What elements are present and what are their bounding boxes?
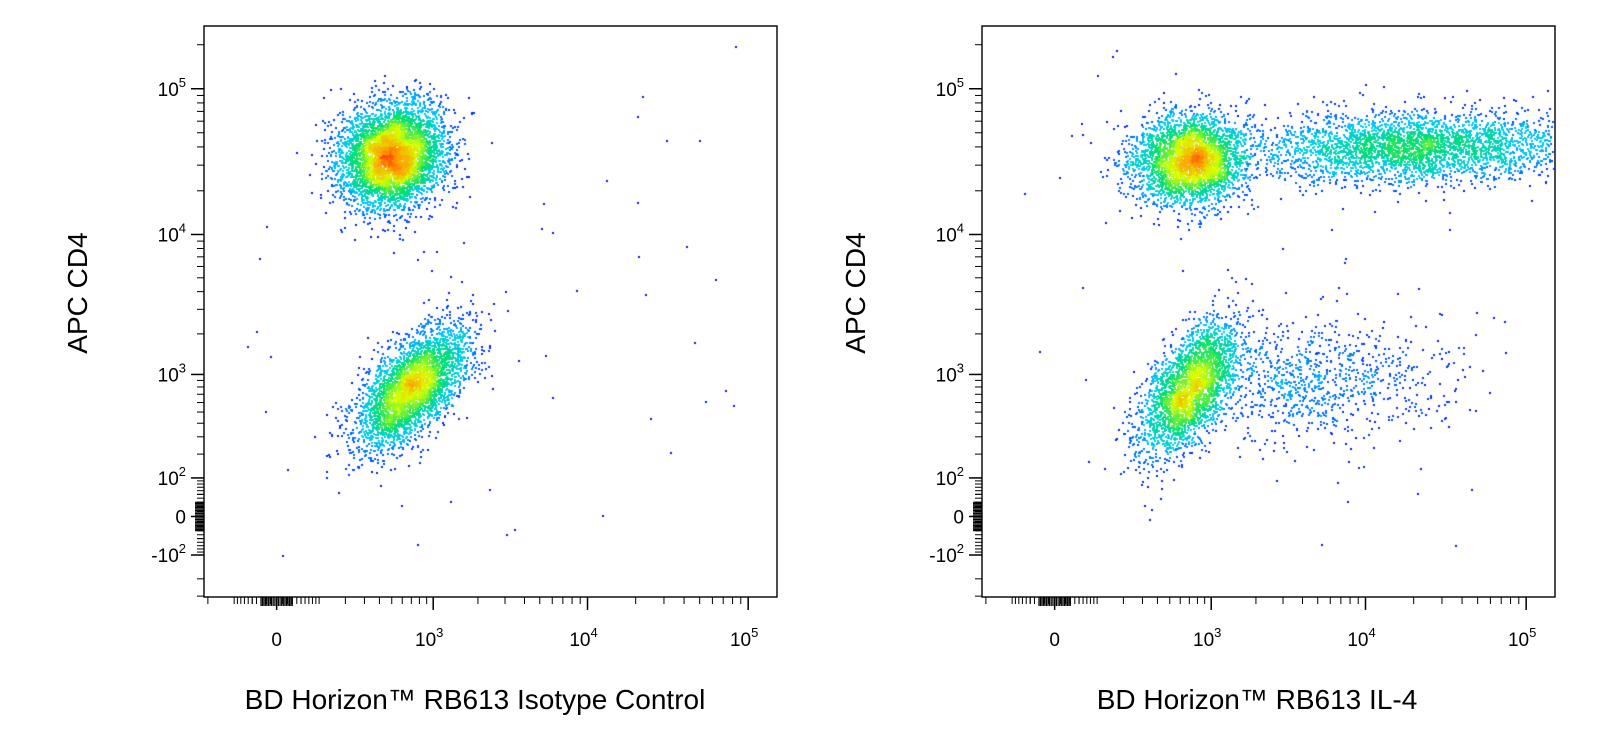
right-x-ticks <box>985 597 1527 610</box>
y-tick-label: 105 <box>158 75 186 101</box>
y-tick-label: 102 <box>158 464 186 490</box>
x-tick-label: 0 <box>1049 630 1060 651</box>
x-tick-label: 104 <box>569 625 597 651</box>
y-tick-label: 104 <box>936 220 964 246</box>
y-tick-label: 102 <box>936 464 964 490</box>
right-plot-panel: 0 103 104 105 -102 0 102 103 104 105 BD Horizon™… <box>840 25 1556 715</box>
left-y-axis-title: APC CD4 <box>62 232 93 353</box>
x-tick-label: 105 <box>1508 625 1536 651</box>
y-tick-label: 104 <box>158 220 186 246</box>
right-x-axis-title: BD Horizon™ RB613 IL-4 <box>1097 684 1418 715</box>
y-tick-label: 0 <box>953 507 964 528</box>
event-density-scatter <box>204 26 777 597</box>
left-plot-panel: 0 103 104 105 -102 0 102 103 104 105 BD Horizon™… <box>62 25 778 715</box>
x-tick-label: 103 <box>415 625 443 651</box>
y-tick-label: 0 <box>175 507 186 528</box>
right-plot-events <box>982 26 1555 597</box>
left-y-tick-labels: -102 0 102 103 104 105 <box>151 75 186 567</box>
left-x-ticks <box>207 597 749 610</box>
left-x-tick-labels: 0 103 104 105 <box>271 625 758 651</box>
right-x-tick-labels: 0 103 104 105 <box>1049 625 1536 651</box>
y-tick-label: 103 <box>158 360 186 386</box>
x-tick-label: 104 <box>1347 625 1375 651</box>
y-tick-label: 103 <box>936 360 964 386</box>
x-tick-label: 103 <box>1193 625 1221 651</box>
left-plot-events <box>204 26 777 597</box>
x-tick-label: 105 <box>730 625 758 651</box>
right-y-tick-labels: -102 0 102 103 104 105 <box>929 75 964 567</box>
right-y-ticks <box>969 44 982 597</box>
y-tick-label: -102 <box>929 541 964 567</box>
left-y-ticks <box>191 44 204 597</box>
y-tick-label: 105 <box>936 75 964 101</box>
event-density-scatter <box>982 26 1555 597</box>
x-tick-label: 0 <box>271 630 282 651</box>
y-tick-label: -102 <box>151 541 186 567</box>
left-x-axis-title: BD Horizon™ RB613 Isotype Control <box>245 684 706 715</box>
right-y-axis-title: APC CD4 <box>840 232 871 353</box>
